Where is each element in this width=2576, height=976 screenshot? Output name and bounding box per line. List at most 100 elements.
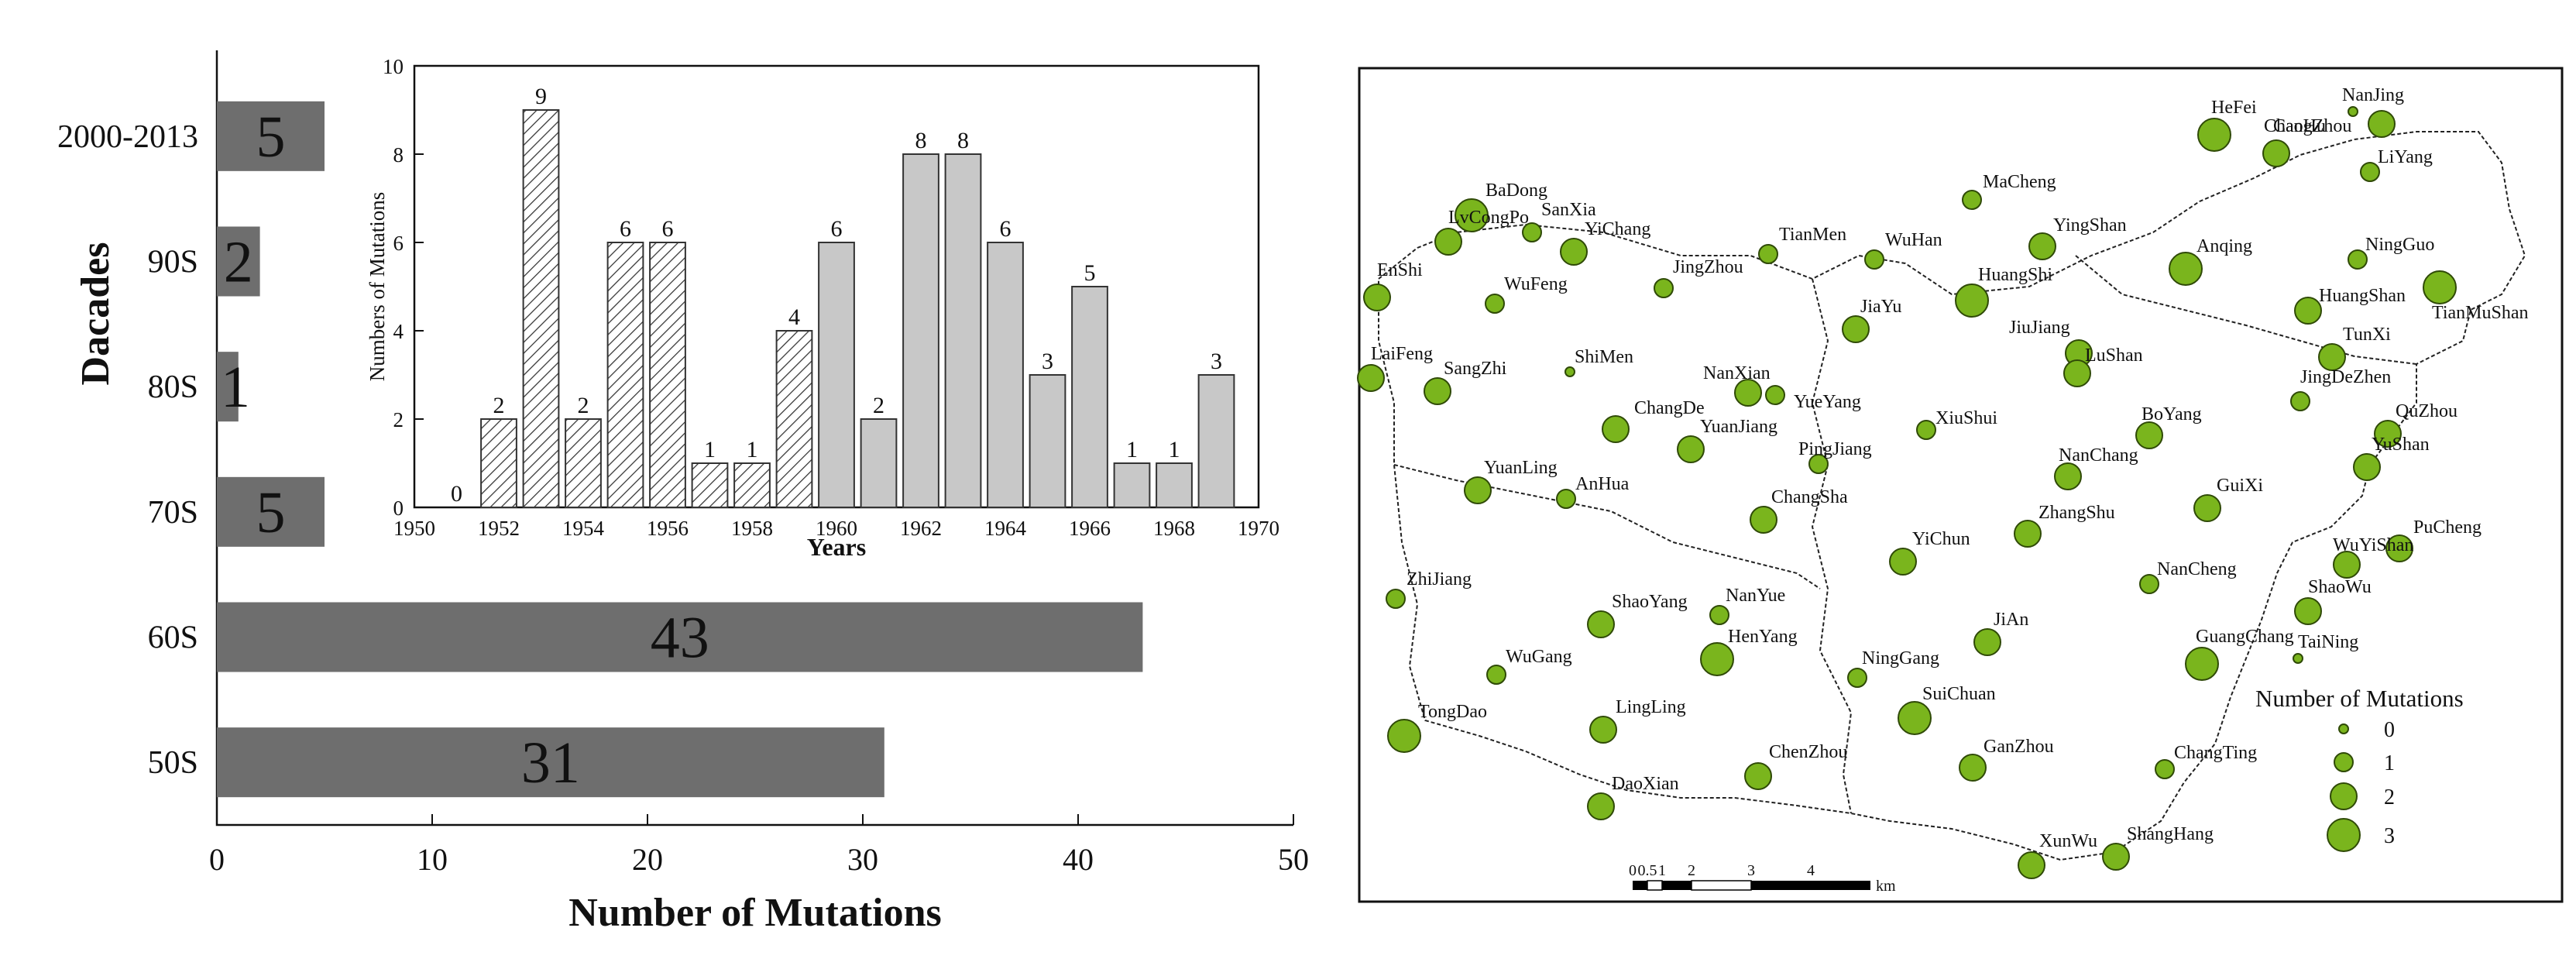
year-bar-value: 2	[578, 393, 589, 418]
inset-y-axis-title: Numbers of Mutations	[366, 192, 389, 381]
station-label: GanZhou	[1984, 737, 2054, 757]
station-marker	[2169, 252, 2203, 286]
inset-x-tick-label: 1970	[1238, 517, 1279, 540]
station-marker	[2102, 843, 2130, 871]
station-marker	[2348, 106, 2358, 117]
station-label: ShangHang	[2127, 824, 2214, 844]
station-marker	[2139, 574, 2159, 594]
station-label: TunXi	[2343, 325, 2391, 345]
station-marker	[2028, 232, 2056, 260]
inset-x-tick-label: 1964	[984, 517, 1027, 540]
station-label: JingDeZhen	[2300, 367, 2391, 387]
x-tick-label: 30	[847, 842, 878, 877]
decade-bar-value: 1	[221, 355, 250, 420]
station-marker	[1455, 198, 1489, 232]
station-marker	[1962, 190, 1982, 210]
legend-label: 0	[2384, 718, 2395, 742]
station-label: HeFei	[2211, 98, 2257, 118]
year-bar	[1113, 462, 1151, 508]
year-bar-value: 2	[493, 393, 505, 418]
station-marker	[1434, 228, 1462, 256]
station-label: YiChun	[1912, 529, 1970, 549]
year-bar	[1029, 374, 1066, 508]
station-label: XiuShui	[1935, 408, 1997, 428]
y-tick-label: 2000-2013	[57, 119, 198, 155]
station-label: NanJing	[2342, 85, 2404, 105]
station-label: NanChang	[2059, 445, 2138, 466]
station-label: HenYang	[1728, 627, 1798, 647]
station-label: ChangTing	[2174, 743, 2257, 763]
station-marker	[2360, 162, 2380, 182]
station-marker	[1654, 278, 1674, 298]
station-label: JiAn	[1994, 610, 2028, 630]
decade-bar-value: 31	[521, 730, 580, 796]
scalebar-label: 0.5	[1638, 862, 1657, 879]
legend-symbol	[2330, 782, 2358, 810]
inset-x-tick-label: 1954	[562, 517, 605, 540]
legend-symbol	[2327, 818, 2361, 852]
station-marker	[2368, 110, 2396, 138]
station-marker	[2294, 597, 2322, 625]
legend-symbol	[2334, 752, 2354, 772]
station-marker	[2018, 851, 2045, 879]
station-label: HuangShi	[1978, 265, 2052, 285]
station-label: ChangSha	[1771, 487, 1848, 507]
inset-x-tick-label: 1956	[647, 517, 689, 540]
year-bar-value: 6	[662, 216, 674, 242]
station-label: ChangZhou	[2264, 116, 2351, 136]
year-bar	[649, 242, 686, 508]
year-bar	[522, 109, 560, 508]
station-label: SanXia	[1541, 200, 1596, 220]
station-marker	[1677, 435, 1705, 463]
inset-x-tick-label: 1952	[478, 517, 520, 540]
station-marker	[1765, 385, 1785, 405]
year-bar-value: 9	[535, 84, 547, 109]
station-label: QuZhou	[2396, 401, 2458, 421]
year-bar-value: 8	[915, 128, 927, 153]
station-label: WuYiShan	[2333, 535, 2413, 555]
station-marker	[1589, 716, 1617, 744]
station-marker	[2374, 420, 2402, 448]
station-marker	[2262, 139, 2290, 167]
station-label: TianMuShan	[2432, 303, 2528, 323]
scalebar-segment	[1633, 881, 1647, 890]
inset-x-tick-label: 1958	[731, 517, 773, 540]
y-tick-label: 80S	[148, 369, 198, 405]
station-marker	[1744, 762, 1772, 790]
station-marker	[2333, 551, 2361, 579]
inset-y-tick-label: 0	[393, 497, 404, 520]
inset-x-tick-label: 1960	[816, 517, 857, 540]
inset-y-tick-label: 10	[383, 55, 404, 78]
station-marker	[2348, 249, 2368, 270]
province-boundary	[1811, 278, 1853, 814]
station-marker	[1486, 665, 1506, 685]
station-label: GuangChang	[2196, 627, 2294, 647]
inset-x-tick-label: 1966	[1069, 517, 1111, 540]
inset-y-tick-label: 8	[393, 143, 404, 167]
station-marker	[1959, 754, 1987, 782]
year-bar	[1156, 462, 1193, 508]
y-tick-label: 70S	[148, 495, 198, 531]
station-marker	[1522, 222, 1542, 242]
station-marker	[1357, 364, 1385, 392]
legend-symbol	[2338, 723, 2349, 734]
decade-bar-value: 43	[651, 606, 709, 671]
station-label: SuiChuan	[1922, 684, 1996, 704]
station-label: ChangDe	[1634, 398, 1705, 418]
station-marker	[1916, 420, 1936, 440]
station-label: LvCongPo	[1448, 208, 1529, 228]
station-label: XunWu	[2039, 831, 2097, 851]
year-bar	[987, 242, 1024, 508]
station-marker	[2423, 270, 2457, 304]
station-label: ZhiJiang	[1406, 569, 1472, 589]
scalebar-unit: km	[1876, 878, 1896, 895]
scalebar-label: 2	[1688, 862, 1695, 879]
station-label: WuHan	[1885, 230, 1942, 250]
year-bar-value: 6	[620, 216, 631, 242]
year-bar-value: 2	[873, 393, 884, 418]
decade-bar	[217, 727, 884, 798]
scalebar-label: 4	[1807, 862, 1815, 879]
inset-y-tick-label: 4	[393, 320, 404, 343]
station-label: BoYang	[2142, 404, 2202, 424]
scalebar-segment	[1691, 880, 1752, 891]
